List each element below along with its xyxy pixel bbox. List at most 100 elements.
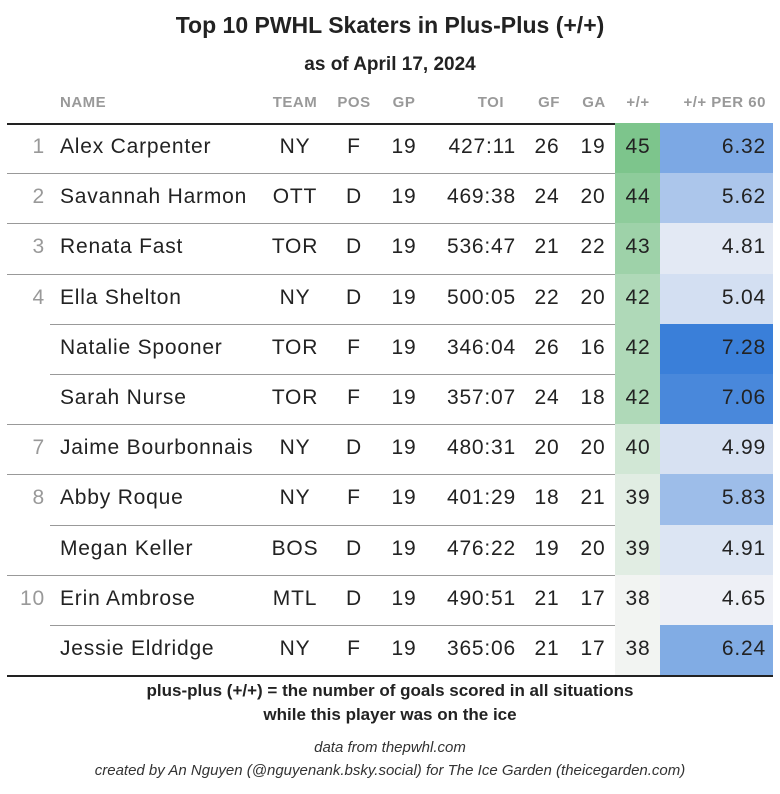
cell: Alex Carpenter	[60, 135, 212, 158]
row-rule	[7, 574, 773, 576]
per-60-cell	[660, 123, 773, 174]
cell: Savannah Harmon	[60, 185, 248, 209]
plus-plus-cell	[615, 323, 660, 374]
plus-plus-cell	[615, 474, 660, 525]
plus-plus-cell	[615, 424, 660, 475]
credit: created by An Nguyen (@nguyenank.bsky.so…	[94, 762, 686, 780]
per-60-cell	[660, 524, 773, 575]
cell: Megan Keller	[60, 536, 194, 560]
cell: 365:06	[446, 637, 516, 660]
cell: 19	[391, 637, 417, 660]
cell: 19	[391, 486, 417, 510]
cell: D	[346, 586, 362, 610]
cell: 19	[391, 335, 417, 359]
cell: 19	[391, 386, 417, 409]
cell: 38	[625, 586, 651, 610]
cell: 7.28	[721, 335, 766, 359]
cell: 16	[580, 335, 606, 359]
cell: NY	[279, 135, 311, 158]
column-header: NAME	[60, 94, 107, 111]
cell: 5.83	[721, 486, 766, 510]
cell: 20	[580, 185, 606, 209]
cell: 20	[580, 536, 606, 560]
plus-plus-cell	[615, 273, 660, 324]
per-60-cell	[660, 223, 773, 274]
column-header: +/+ PER 60	[683, 94, 766, 111]
cell: 43	[625, 235, 651, 259]
cell: D	[346, 285, 362, 309]
cell: 401:29	[446, 486, 516, 510]
row-rule	[50, 323, 773, 325]
cell: 38	[625, 637, 651, 660]
plus-plus-cell	[615, 173, 660, 224]
rank: 2	[32, 185, 45, 209]
per-60-cell	[660, 424, 773, 475]
cell: 20	[534, 436, 560, 460]
per-60-cell	[660, 173, 773, 224]
cell: D	[346, 185, 362, 209]
row-rule	[7, 474, 773, 476]
column-header: +/+	[626, 94, 650, 111]
cell: 357:07	[446, 386, 516, 409]
note: plus-plus (+/+) = the number of goals sc…	[146, 681, 634, 701]
cell: 6.24	[721, 637, 766, 660]
cell: D	[346, 436, 362, 460]
row-rule	[7, 173, 773, 175]
cell: OTT	[272, 185, 318, 209]
cell: MTL	[272, 586, 318, 610]
cell: 19	[534, 536, 560, 560]
cell: F	[347, 637, 361, 660]
cell: F	[347, 386, 361, 409]
cell: NY	[279, 285, 311, 309]
cell: 500:05	[446, 285, 516, 309]
row-rule	[50, 524, 773, 526]
cell: 26	[534, 135, 560, 158]
cell: 42	[625, 335, 651, 359]
cell: BOS	[271, 536, 319, 560]
column-header: GF	[538, 94, 560, 111]
cell: 19	[391, 285, 417, 309]
cell: 19	[391, 536, 417, 560]
cell: 4.99	[721, 436, 766, 460]
credit: data from thepwhl.com	[314, 739, 466, 757]
cell: 19	[391, 135, 417, 158]
cell: 26	[534, 335, 560, 359]
rank: 8	[32, 486, 45, 510]
cell: TOR	[271, 335, 319, 359]
row-rule	[7, 223, 773, 225]
table-top-rule	[7, 123, 773, 125]
cell: 42	[625, 386, 651, 409]
plus-plus-cell	[615, 574, 660, 625]
cell: Erin Ambrose	[60, 586, 196, 610]
cell: Sarah Nurse	[60, 386, 187, 409]
cell: 490:51	[446, 586, 516, 610]
table-bottom-rule	[7, 675, 773, 677]
row-rule	[7, 273, 773, 275]
cell: NY	[279, 486, 311, 510]
cell: F	[347, 335, 361, 359]
column-header: GA	[582, 94, 606, 111]
cell: D	[346, 536, 362, 560]
note: while this player was on the ice	[263, 705, 517, 725]
cell: 4.91	[721, 536, 766, 560]
cell: 21	[534, 586, 560, 610]
cell: TOR	[271, 386, 319, 409]
cell: F	[347, 135, 361, 158]
subtitle: as of April 17, 2024	[304, 54, 476, 75]
plus-plus-cell	[615, 123, 660, 174]
cell: 4.65	[721, 586, 766, 610]
cell: 44	[625, 185, 651, 209]
cell: 21	[580, 486, 606, 510]
per-60-cell	[660, 474, 773, 525]
cell: 427:11	[448, 135, 516, 158]
cell: 7.06	[721, 386, 766, 409]
cell: 469:38	[446, 185, 516, 209]
cell: 5.62	[721, 185, 766, 209]
cell: 346:04	[446, 335, 516, 359]
cell: 45	[625, 135, 651, 158]
rank: 3	[32, 235, 45, 259]
cell: 6.32	[721, 135, 766, 158]
cell: 5.04	[721, 285, 766, 309]
per-60-cell	[660, 323, 773, 374]
